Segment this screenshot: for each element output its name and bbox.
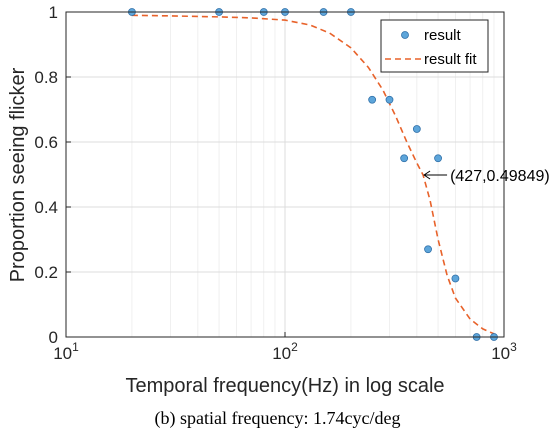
legend-label-result: result — [424, 27, 462, 44]
x-tick-label: 101 — [53, 340, 79, 363]
data-point — [385, 95, 394, 104]
y-tick-label: 1 — [49, 3, 58, 22]
data-point — [434, 154, 442, 163]
data-point — [368, 95, 377, 104]
annotation: (427,0.49849) — [423, 168, 550, 185]
fit-line-layer — [131, 14, 495, 335]
fit-curve — [131, 14, 495, 335]
y-axis-ticks: 0 0.2 0.4 0.6 0.8 1 — [34, 3, 71, 347]
y-tick-label: 0 — [49, 328, 58, 347]
y-tick-label: 0.8 — [34, 68, 58, 87]
y-tick-label: 0.2 — [34, 263, 58, 282]
annotation-label: (427,0.49849) — [450, 168, 550, 185]
y-tick-label: 0.4 — [34, 198, 58, 217]
x-tick-label: 103 — [491, 340, 517, 363]
data-point — [451, 274, 460, 283]
y-axis-label: Proportion seeing flicker — [7, 67, 29, 282]
legend-box — [380, 19, 489, 73]
x-axis-label: Temporal frequency(Hz) in log scale — [125, 375, 444, 397]
y-tick-label: 0.6 — [34, 133, 58, 152]
x-tick-label: 102 — [272, 340, 298, 363]
data-point — [412, 125, 421, 133]
data-point — [424, 245, 432, 254]
legend-label-fit: result fit — [424, 51, 477, 68]
annotation-arrowhead — [423, 170, 431, 180]
legend: result result fit — [380, 19, 489, 73]
x-axis-ticks: 101 102 103 — [53, 332, 517, 363]
legend-marker-result — [401, 31, 409, 39]
figure-caption: (b) spatial frequency: 1.74cyc/deg — [154, 408, 401, 428]
data-point — [400, 154, 409, 163]
